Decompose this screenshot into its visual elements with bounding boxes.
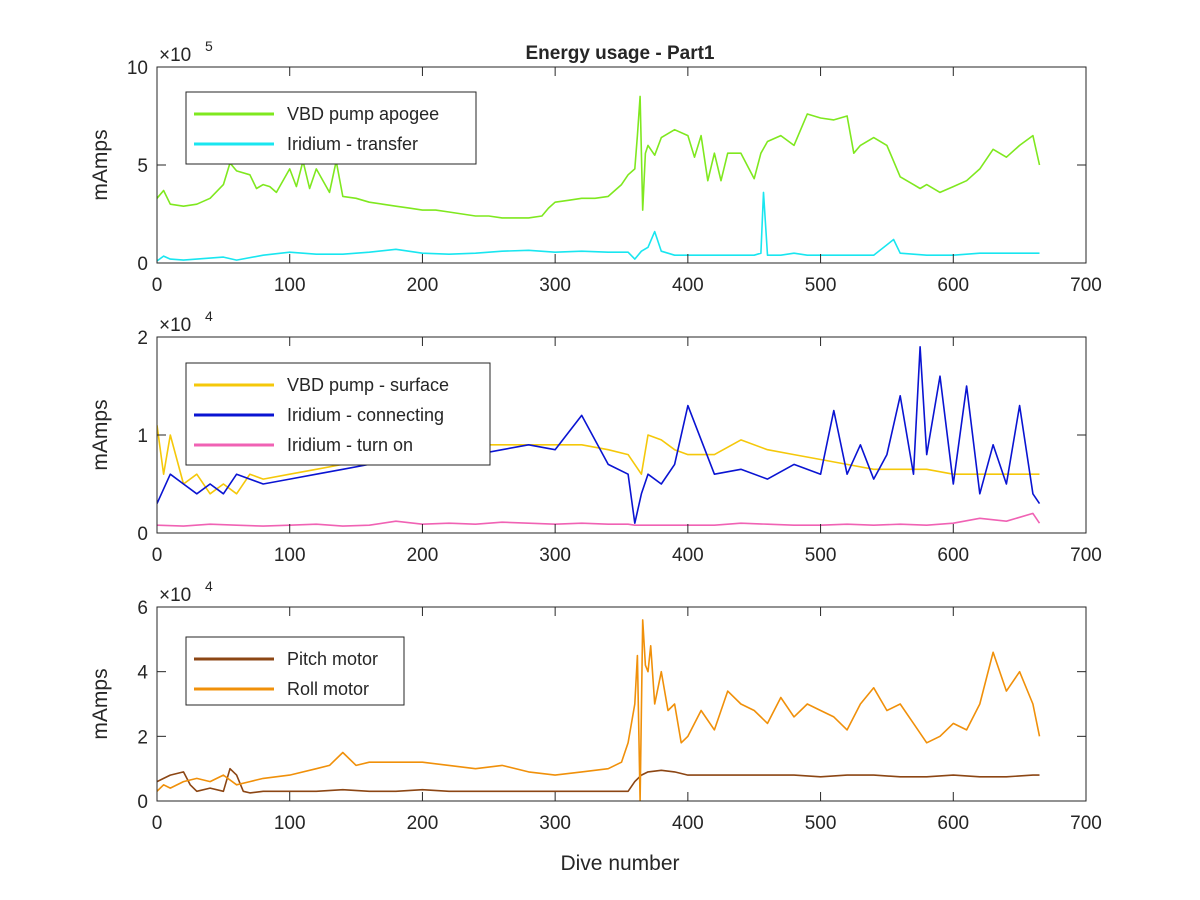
y-tick-label: 1 [137,426,148,447]
x-tick-label: 600 [937,275,969,296]
legend-entry-label: Roll motor [287,679,369,699]
x-tick-label: 400 [672,545,704,566]
y-axis-label: mAmps [89,399,112,470]
series-line-iridium-turn-on [157,512,1041,527]
subplot-3: 0 100 200 300 400 500 600 700 0 2 4 6 ×10 4 mAmps Pitch… [89,578,1102,834]
x-tick-label: 300 [539,275,571,296]
y-tick-label: 5 [137,156,148,177]
x-tick-label: 700 [1070,813,1102,834]
x-tick-label: 700 [1070,545,1102,566]
figure-title: Energy usage - Part1 [525,43,714,64]
y-axis-label: mAmps [89,668,112,739]
x-tick-label: 100 [274,275,306,296]
y-tick-label: 0 [137,254,148,275]
series-line-roll-motor [157,619,1041,801]
axes-frame [156,606,1087,802]
y-exponent-power: 4 [205,578,213,594]
legend-box [185,362,491,466]
x-tick-label: 300 [539,813,571,834]
x-tick-label: 100 [274,545,306,566]
series-line-vbd-pump-surface [157,425,1040,495]
legend: VBD pump apogee Iridium - transfer [185,91,477,165]
x-tick-label: 500 [805,545,837,566]
y-tick-label: 2 [137,727,148,748]
x-tick-label: 600 [937,813,969,834]
series-line-iridium-transfer [157,191,1040,262]
x-tick-label: 500 [805,275,837,296]
figure-xlabel: Dive number [560,852,679,875]
x-tick-label: 400 [672,275,704,296]
legend-entry-label: VBD pump apogee [287,104,439,124]
x-tick-label: 300 [539,545,571,566]
series-line-vbd-pump-apogee [157,95,1041,219]
x-tick-label: 0 [152,545,163,566]
x-tick-label: 600 [937,545,969,566]
x-tick-label: 200 [407,545,439,566]
legend-entry-label: Pitch motor [287,649,378,669]
x-tick-label: 200 [407,275,439,296]
y-exponent-label: ×10 [159,585,191,606]
legend-box [185,636,405,706]
legend-entry-label: Iridium - connecting [287,405,444,425]
y-tick-label: 4 [137,663,148,684]
y-tick-label: 0 [137,524,148,545]
legend-entry-label: Iridium - transfer [287,134,418,154]
x-tick-label: 400 [672,813,704,834]
y-exponent-label: ×10 [159,45,191,66]
x-tick-label: 0 [152,275,163,296]
series-line-iridium-connecting [157,345,1041,525]
y-axis-label: mAmps [89,129,112,200]
y-tick-label: 6 [137,598,148,619]
subplot-2: 0 100 200 300 400 500 600 700 0 1 2 ×10 4 mAmps VBD pu… [89,308,1102,566]
x-tick-label: 500 [805,813,837,834]
legend: VBD pump - surface Iridium - connecting Ir… [185,362,491,466]
legend-entry-label: VBD pump - surface [287,375,449,395]
legend-entry-label: Iridium - turn on [287,435,413,455]
legend-box [185,91,477,165]
y-tick-label: 0 [137,792,148,813]
y-exponent-power: 5 [205,38,213,54]
subplot-1: 0 100 200 300 400 500 600 700 0 5 10 ×10 5 mAmps VBD p… [89,38,1102,296]
y-tick-label: 2 [137,328,148,349]
y-exponent-label: ×10 [159,315,191,336]
y-tick-label: 10 [127,58,148,79]
legend: Pitch motor Roll motor [185,636,405,706]
x-tick-label: 100 [274,813,306,834]
y-exponent-power: 4 [205,308,213,324]
series-line-pitch-motor [157,767,1040,794]
x-tick-label: 0 [152,813,163,834]
x-tick-label: 700 [1070,275,1102,296]
x-tick-label: 200 [407,813,439,834]
